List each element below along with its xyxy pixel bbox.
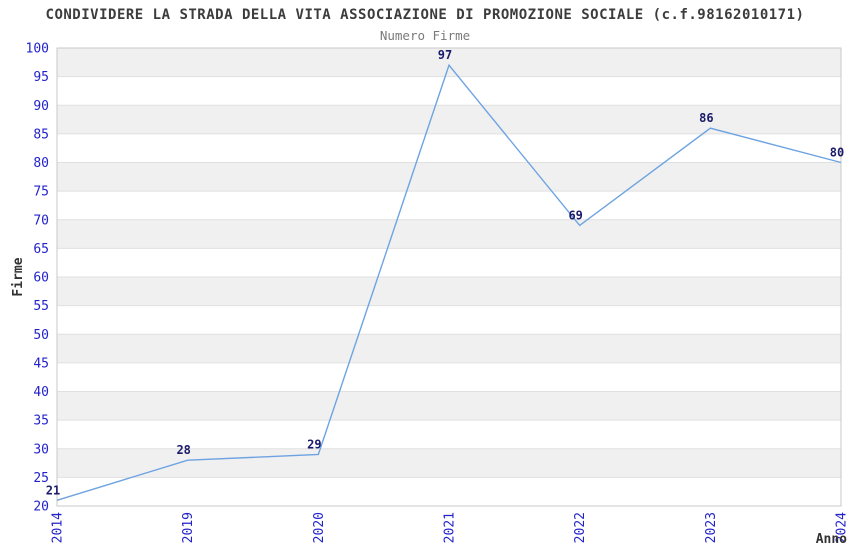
plot-band <box>57 248 841 277</box>
data-label: 29 <box>307 437 321 451</box>
y-tick-label: 70 <box>33 213 49 228</box>
y-tick-label: 55 <box>33 299 49 314</box>
x-tick-label: 2022 <box>573 512 588 543</box>
x-axis-title: Anno <box>816 532 847 547</box>
y-tick-label: 45 <box>33 356 49 371</box>
plot-band <box>57 277 841 306</box>
y-tick-label: 50 <box>33 328 49 343</box>
data-label: 86 <box>699 111 713 125</box>
plot-area: 20 25 30 35 40 45 50 55 60 65 70 75 80 85 90 95 100 2014 2… <box>26 42 850 544</box>
data-label: 69 <box>568 208 582 222</box>
x-tick-label: 2019 <box>181 512 196 543</box>
x-tick-label: 2021 <box>443 512 458 543</box>
plot-band <box>57 191 841 220</box>
data-label: 80 <box>830 146 844 160</box>
plot-band <box>57 105 841 134</box>
x-tick-label: 2014 <box>51 512 66 543</box>
data-label: 21 <box>46 483 60 497</box>
plot-band <box>57 162 841 192</box>
plot-band <box>57 133 841 163</box>
plot-band <box>57 420 841 449</box>
plot-band <box>57 391 841 421</box>
y-tick-label: 95 <box>33 70 49 85</box>
plot-band <box>57 76 841 106</box>
plot-band <box>57 477 841 506</box>
y-tick-label: 90 <box>33 99 49 114</box>
x-tick-label: 2024 <box>835 512 850 543</box>
y-tick-label: 75 <box>33 185 49 200</box>
y-tick-label: 85 <box>33 127 49 142</box>
plot-band <box>57 334 841 363</box>
y-tick-label: 35 <box>33 414 49 429</box>
plot-border <box>56 47 842 507</box>
x-tick-label: 2023 <box>704 512 719 543</box>
x-tick-label: 2020 <box>312 512 327 543</box>
y-tick-label: 60 <box>33 271 49 286</box>
plot-band <box>57 362 841 392</box>
y-tick-label: 65 <box>33 242 49 257</box>
plot-band <box>57 219 841 249</box>
y-tick-label: 25 <box>33 471 49 486</box>
y-tick-label: 30 <box>33 442 49 457</box>
y-tick-label: 100 <box>26 42 49 57</box>
chart-title: CONDIVIDERE LA STRADA DELLA VITA ASSOCIA… <box>46 7 805 23</box>
y-tick-label: 40 <box>33 385 49 400</box>
data-label: 28 <box>176 443 190 457</box>
plot-band <box>57 48 841 77</box>
plot-band <box>57 305 841 335</box>
series-line <box>56 63 842 501</box>
chart-subtitle: Numero Firme <box>380 28 470 43</box>
y-tick-label: 80 <box>33 156 49 171</box>
y-tick-label: 20 <box>33 500 49 515</box>
y-axis-title: Firme <box>11 257 26 296</box>
data-label: 97 <box>438 48 452 62</box>
plot-band <box>57 448 841 478</box>
